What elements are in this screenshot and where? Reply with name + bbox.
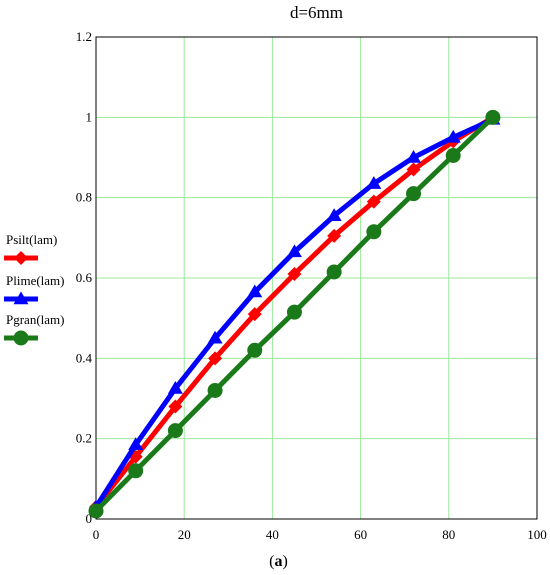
data-point (406, 186, 422, 202)
legend-marker (13, 291, 29, 305)
data-point (247, 307, 262, 322)
data-point (286, 244, 302, 258)
y-tick-label: 0 (86, 511, 93, 526)
x-tick-label: 100 (527, 527, 547, 542)
data-point (167, 380, 183, 394)
legend-item: Plime(lam) (4, 273, 65, 305)
data-point (88, 503, 104, 519)
data-point (366, 194, 381, 209)
legend-marker (14, 251, 28, 265)
y-tick-label: 0.4 (76, 350, 93, 365)
x-tick-label: 20 (178, 527, 191, 542)
data-point (366, 176, 382, 189)
data-point (327, 228, 342, 243)
data-point (128, 463, 144, 479)
data-point (485, 109, 501, 125)
legend-marker (13, 330, 29, 346)
plot-frame (95, 36, 538, 520)
data-point (406, 162, 421, 177)
data-point (207, 330, 223, 344)
figure-caption: (a) (269, 553, 288, 570)
data-point (287, 266, 302, 281)
legend-label: Plime(lam) (6, 273, 65, 288)
x-tick-label: 80 (442, 527, 455, 542)
caption-open: ( (269, 553, 274, 570)
y-tick-label: 0.8 (76, 190, 92, 205)
series-group (88, 109, 501, 519)
data-point (247, 284, 263, 298)
y-tick-label: 0.6 (76, 270, 93, 285)
x-tick-label: 0 (93, 527, 100, 542)
legend-label: Pgran(lam) (6, 312, 64, 327)
data-point (168, 399, 183, 414)
axis-ticks: 0 20 40 60 80 100 0 0.2 0.4 0.6 0.8 1 1.2 (76, 29, 547, 542)
y-tick-label: 1 (86, 109, 93, 124)
caption-letter: a (275, 553, 283, 570)
data-point (445, 147, 461, 163)
data-point (128, 437, 144, 450)
chart-title: d=6mm (290, 3, 343, 22)
data-point (167, 423, 183, 439)
data-point (406, 150, 422, 163)
data-point (286, 304, 302, 320)
data-point (208, 351, 223, 366)
y-tick-label: 1.2 (76, 29, 92, 44)
data-point (326, 208, 342, 221)
legend: Psilt(lam) Plime(lam) Pgran(lam) (4, 232, 65, 346)
x-tick-label: 60 (354, 527, 367, 542)
legend-item: Pgran(lam) (4, 312, 64, 346)
series-pgran-lam (88, 109, 501, 519)
data-point (326, 264, 342, 280)
x-tick-label: 40 (266, 527, 279, 542)
data-point (366, 224, 382, 240)
legend-item: Psilt(lam) (4, 232, 57, 265)
caption-close: ) (283, 553, 288, 570)
legend-label: Psilt(lam) (6, 232, 57, 247)
y-tick-label: 0.2 (76, 431, 92, 446)
data-point (445, 129, 461, 143)
data-point (247, 342, 263, 358)
data-point (207, 382, 223, 398)
